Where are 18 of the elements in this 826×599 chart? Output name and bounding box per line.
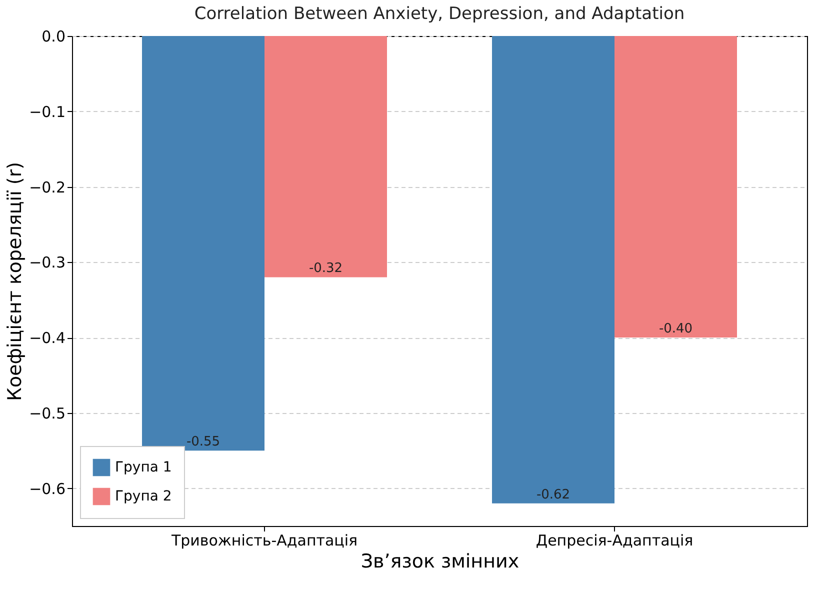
data-label: -0.40 [658, 322, 693, 337]
y-tick-label: −0.1 [29, 102, 66, 121]
y-tick-label: −0.2 [29, 178, 66, 196]
x-tick-label: Депресія-Адаптація [536, 532, 694, 550]
y-tick-label: −0.4 [29, 329, 66, 348]
legend-label: Група 1 [115, 460, 172, 476]
x-tick-label: Тривожність-Адаптація [170, 532, 358, 550]
y-tick-label: −0.5 [29, 404, 66, 422]
y-axis-title: Коефіцієнт кореляції (r) [4, 162, 26, 402]
data-label: -0.62 [536, 487, 570, 502]
data-label: -0.55 [186, 434, 220, 450]
data-label: -0.32 [308, 261, 343, 276]
x-axis-title: Зв’язок змінних [360, 550, 520, 572]
y-tick-label: −0.6 [29, 480, 66, 498]
y-tick-label: −0.3 [29, 254, 66, 272]
legend-label: Група 2 [115, 488, 172, 504]
chart-title: Correlation Between Anxiety, Depression, and Adaptation [194, 4, 685, 24]
y-tick-label: 0.0 [42, 28, 66, 46]
